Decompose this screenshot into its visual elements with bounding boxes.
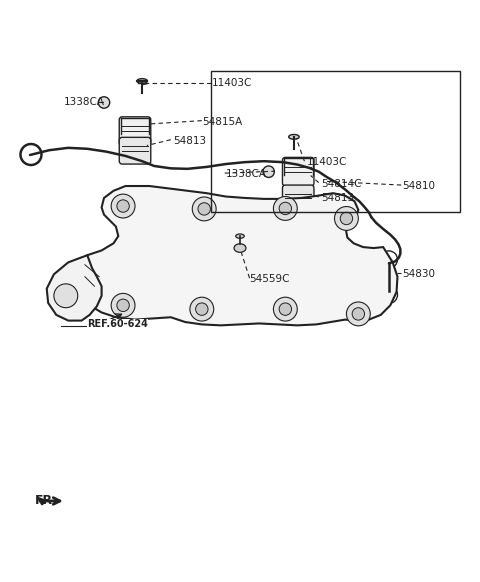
FancyBboxPatch shape	[282, 157, 314, 186]
Polygon shape	[47, 255, 102, 321]
Text: 54815A: 54815A	[202, 116, 242, 127]
Circle shape	[279, 303, 291, 315]
Text: 54830: 54830	[402, 269, 435, 279]
Circle shape	[335, 207, 359, 230]
Circle shape	[117, 299, 129, 311]
Circle shape	[111, 293, 135, 317]
Text: REF.60-624: REF.60-624	[87, 320, 148, 329]
Circle shape	[117, 200, 129, 212]
FancyBboxPatch shape	[282, 185, 314, 212]
Text: FR.: FR.	[35, 494, 58, 506]
Text: 54813: 54813	[173, 136, 206, 146]
Circle shape	[54, 284, 78, 308]
Circle shape	[198, 203, 210, 215]
Ellipse shape	[288, 134, 299, 139]
Ellipse shape	[234, 244, 246, 253]
Bar	[211, 72, 459, 212]
Text: 11403C: 11403C	[307, 157, 347, 167]
Circle shape	[111, 194, 135, 218]
Circle shape	[192, 197, 216, 221]
Text: 1338CA: 1338CA	[226, 169, 267, 179]
Circle shape	[98, 97, 110, 108]
Text: 54810: 54810	[402, 181, 435, 191]
Circle shape	[352, 308, 364, 320]
Circle shape	[347, 302, 370, 326]
Text: 54814C: 54814C	[321, 179, 361, 189]
Text: 54559C: 54559C	[250, 274, 290, 284]
Circle shape	[274, 197, 297, 221]
Text: 11403C: 11403C	[211, 79, 252, 88]
Ellipse shape	[137, 79, 147, 83]
Text: 54813: 54813	[321, 193, 354, 203]
FancyBboxPatch shape	[119, 117, 151, 146]
Circle shape	[274, 297, 297, 321]
Polygon shape	[78, 186, 397, 325]
Polygon shape	[37, 497, 47, 505]
Circle shape	[196, 303, 208, 315]
Circle shape	[263, 166, 275, 178]
FancyBboxPatch shape	[119, 137, 151, 164]
Circle shape	[279, 202, 291, 215]
Ellipse shape	[236, 234, 244, 238]
Text: 1338CA: 1338CA	[63, 98, 105, 108]
Circle shape	[190, 297, 214, 321]
Circle shape	[340, 212, 353, 225]
